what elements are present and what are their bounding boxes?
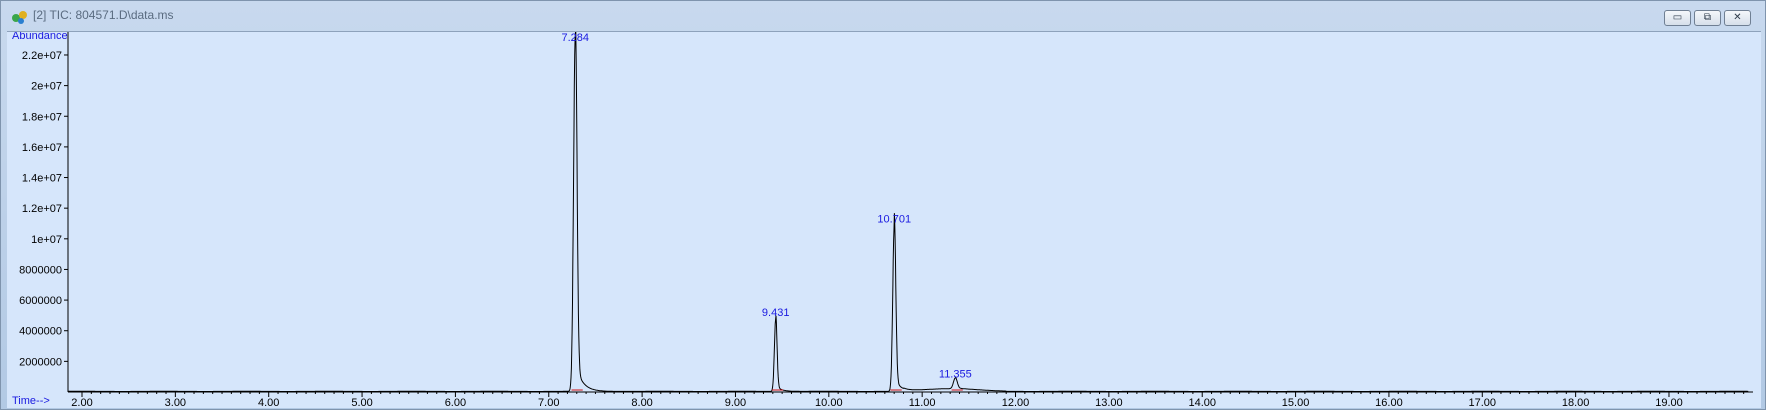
x-tick-label: 3.00 bbox=[165, 397, 186, 408]
chromatogram-plot-area[interactable]: 2000000 4000000 6000000 8000000 1e+07 1.2e+07… bbox=[7, 31, 1761, 408]
x-tick-label: 7.00 bbox=[538, 397, 559, 408]
y-tick-label: 6000000 bbox=[19, 295, 62, 307]
x-tick-label: 13.00 bbox=[1095, 397, 1123, 408]
close-icon: ✕ bbox=[1733, 12, 1742, 23]
x-tick-label: 9.00 bbox=[725, 397, 746, 408]
y-tick-label: 4000000 bbox=[19, 326, 62, 338]
peak-label[interactable]: 7.284 bbox=[562, 32, 590, 44]
y-axis-label: Abundance bbox=[12, 32, 68, 42]
x-tick-label: 5.00 bbox=[351, 397, 372, 408]
x-tick-label: 14.00 bbox=[1188, 397, 1216, 408]
y-tick-label: 2.2e+07 bbox=[22, 50, 62, 62]
chromatogram-chart: 2000000 4000000 6000000 8000000 1e+07 1.2e+07… bbox=[12, 32, 1753, 408]
restore-button[interactable]: ⧉ bbox=[1694, 10, 1721, 26]
x-tick-label: 18.00 bbox=[1562, 397, 1590, 408]
x-axis-label: Time--> bbox=[12, 395, 50, 407]
y-tick-label: 1.4e+07 bbox=[22, 173, 62, 185]
x-tick-label: 12.00 bbox=[1002, 397, 1030, 408]
title-bar[interactable]: [2] TIC: 804571.D\data.ms ▭ ⧉ ✕ bbox=[1, 1, 1765, 31]
peak-label[interactable]: 10.701 bbox=[877, 214, 911, 226]
chromatogram-app-icon bbox=[12, 11, 27, 24]
x-tick-label: 15.00 bbox=[1282, 397, 1310, 408]
y-tick-label: 1e+07 bbox=[31, 234, 62, 246]
minimize-button[interactable]: ▭ bbox=[1664, 10, 1691, 26]
y-tick-label: 1.8e+07 bbox=[22, 111, 62, 123]
x-tick-label: 4.00 bbox=[258, 397, 279, 408]
y-tick-label: 2000000 bbox=[19, 356, 62, 368]
window-title: [2] TIC: 804571.D\data.ms bbox=[33, 8, 174, 22]
x-tick-label: 8.00 bbox=[631, 397, 652, 408]
y-tick-label: 2e+07 bbox=[31, 81, 62, 93]
x-tick-label: 6.00 bbox=[445, 397, 466, 408]
restore-icon: ⧉ bbox=[1703, 12, 1712, 23]
peak-label[interactable]: 11.355 bbox=[939, 368, 972, 380]
peak-label[interactable]: 9.431 bbox=[762, 307, 790, 319]
x-tick-label: 10.00 bbox=[815, 397, 843, 408]
y-tick-label: 8000000 bbox=[19, 264, 62, 276]
y-tick-label: 1.6e+07 bbox=[22, 142, 62, 154]
x-tick-label: 16.00 bbox=[1375, 397, 1403, 408]
tic-trace-line bbox=[68, 32, 1749, 392]
x-tick-label: 11.00 bbox=[909, 397, 936, 408]
minimize-icon: ▭ bbox=[1672, 12, 1683, 23]
x-tick-label: 19.00 bbox=[1655, 397, 1683, 408]
x-tick-label: 17.00 bbox=[1469, 397, 1497, 408]
close-button[interactable]: ✕ bbox=[1724, 10, 1751, 26]
x-tick-label: 2.00 bbox=[71, 397, 92, 408]
y-tick-label: 1.2e+07 bbox=[22, 203, 62, 215]
